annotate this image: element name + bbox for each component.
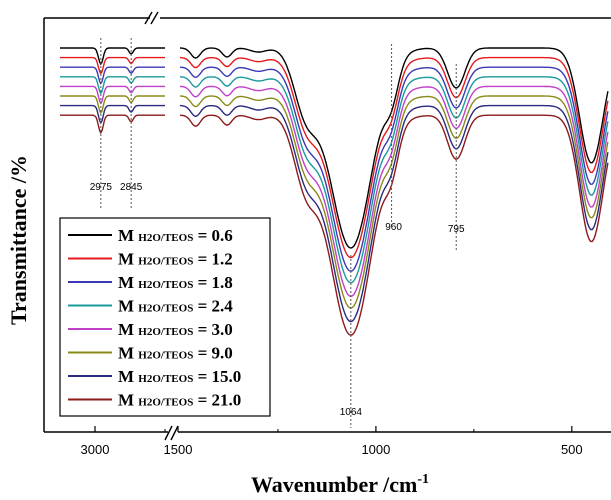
- x-axis-title-superscript: -1: [417, 472, 429, 487]
- legend-box: [59, 217, 271, 417]
- series-line-2.4-low: [179, 76, 609, 284]
- y-axis-title: Transmittance /%: [6, 155, 31, 325]
- series-line-15.0-low: [179, 104, 609, 323]
- series-line-1.2-low: [179, 56, 609, 259]
- series-line-15.0-high: [60, 104, 165, 125]
- series-line-1.8-high: [60, 66, 165, 85]
- x-tick-label-1000: 1000: [361, 442, 390, 457]
- peak-label-795: 795: [448, 224, 465, 235]
- x-tick-label-500: 500: [561, 442, 583, 457]
- series-line-1.2-high: [60, 56, 165, 75]
- series-line-0.6-high: [60, 47, 165, 66]
- x-tick-label-3000: 3000: [81, 442, 110, 457]
- legend-label-0.6: M H2O/TEOS = 0.6: [118, 226, 233, 245]
- x-tick-label-1500: 1500: [164, 442, 193, 457]
- legend-label-9.0: M H2O/TEOS = 9.0: [118, 344, 233, 363]
- axis-break-top: [144, 11, 159, 25]
- peak-label-960: 960: [385, 222, 402, 233]
- peak-annotations: 2975 2845 960 795 1064: [90, 38, 465, 428]
- axis-labels: 3000 1500 1000 500 Wavenumber /cm-1 Transmitt…: [6, 155, 583, 497]
- series-line-9.0-high: [60, 95, 165, 115]
- legend-label-1.2: M H2O/TEOS = 1.2: [118, 250, 233, 269]
- series-line-1.8-low: [179, 66, 609, 272]
- peak-label-1064: 1064: [340, 407, 363, 418]
- axes-frame: [43, 11, 611, 441]
- legend-label-2.4: M H2O/TEOS = 2.4: [118, 297, 233, 316]
- spectra-group: [60, 47, 609, 336]
- peak-label-2845: 2845: [120, 182, 143, 193]
- legend: M H2O/TEOS = 0.6 M H2O/TEOS = 1.2 M H2O/TE…: [59, 217, 271, 417]
- legend-label-21.0: M H2O/TEOS = 21.0: [118, 391, 241, 410]
- series-line-2.4-high: [60, 76, 165, 95]
- series-line-21.0-high: [60, 114, 165, 135]
- series-line-0.6-low: [179, 47, 609, 249]
- series-line-3.0-high: [60, 85, 165, 105]
- series-line-3.0-low: [179, 85, 609, 298]
- legend-label-15.0: M H2O/TEOS = 15.0: [118, 367, 241, 386]
- x-axis-title: Wavenumber /cm-1: [251, 472, 429, 497]
- series-line-21.0-low: [179, 114, 609, 336]
- peak-label-2975: 2975: [90, 182, 113, 193]
- legend-label-3.0: M H2O/TEOS = 3.0: [118, 320, 233, 339]
- series-line-9.0-low: [179, 95, 609, 309]
- axis-break-bottom: [164, 425, 179, 441]
- legend-label-1.8: M H2O/TEOS = 1.8: [118, 273, 233, 292]
